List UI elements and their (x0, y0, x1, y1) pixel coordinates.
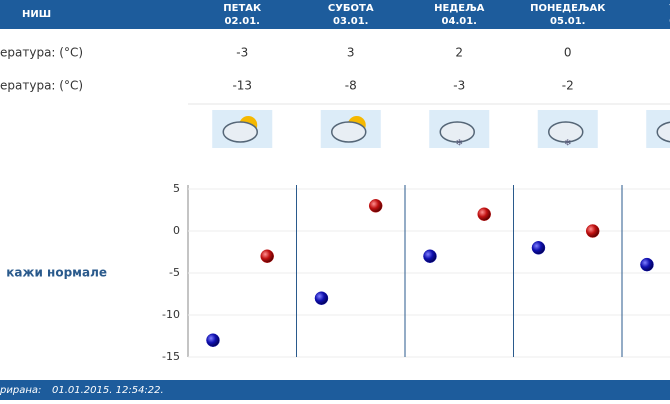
day-date: 02.01. (225, 16, 260, 27)
day-name: ПОНЕДЕЉАК (530, 3, 606, 14)
temperature: -13 (232, 79, 252, 93)
city: НИШ (22, 9, 51, 20)
temperature: 3 (347, 46, 355, 60)
temperature-point (260, 249, 274, 263)
y-tick-label: -10 (162, 308, 180, 321)
temperature-point (585, 224, 600, 238)
cloud (222, 121, 258, 143)
temperature: -2 (562, 79, 574, 93)
temperature-point (206, 333, 220, 347)
temperature: -3 (453, 79, 465, 93)
temperature: -8 (345, 79, 357, 93)
temperature-point (368, 199, 383, 213)
day-name: СУБОТА (328, 3, 374, 14)
footer-bar (0, 380, 670, 400)
normals-toggle[interactable]: кажи нормале (6, 266, 107, 280)
y-tick-label: 0 (173, 224, 180, 237)
day-date: 05.01. (550, 16, 585, 27)
snow: ❄ (564, 139, 572, 149)
temperature-point (423, 249, 437, 263)
footer-timestamp: 01.01.2015. 12:54:22. (52, 385, 164, 396)
day-name: УТ (669, 3, 670, 14)
y-tick-label: 5 (173, 182, 180, 195)
y-tick-label: -15 (162, 350, 180, 363)
row-label: ература: (°C) (0, 79, 83, 93)
cloud (548, 121, 584, 143)
temperature-point (531, 241, 546, 255)
y-tick-label: -5 (169, 266, 180, 279)
cloud (331, 121, 367, 143)
temperature-point (640, 257, 654, 272)
cloud (439, 121, 475, 143)
footer-label: рирана: (0, 385, 41, 396)
day-date: 04.01. (442, 16, 477, 27)
header-bar (0, 0, 670, 29)
day-date: 03.01. (333, 16, 368, 27)
temperature-point (314, 291, 329, 305)
day-name: НЕДЕЉА (434, 3, 484, 14)
day-name: ПЕТАК (223, 3, 262, 14)
temperature-point (477, 207, 491, 221)
temperature: 0 (564, 46, 572, 60)
temperature: -3 (236, 46, 248, 60)
cloud (656, 121, 670, 143)
snow: ❄ (455, 139, 463, 149)
temperature: 2 (455, 46, 463, 60)
row-label: ература: (°C) (0, 46, 83, 60)
